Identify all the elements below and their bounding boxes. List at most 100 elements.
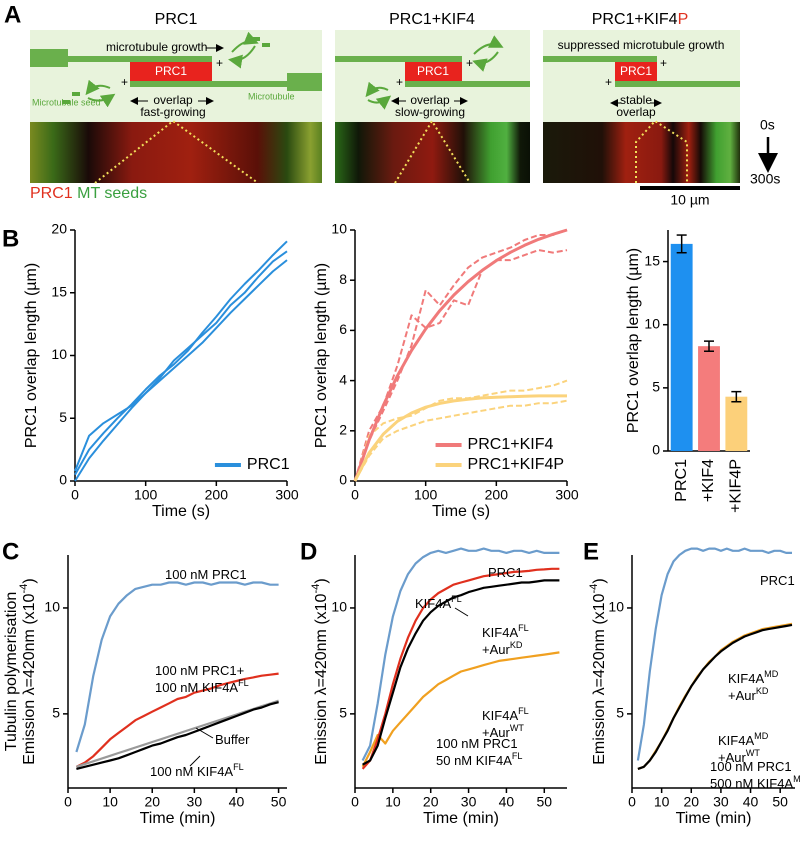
series-line <box>361 547 560 761</box>
superscript: MD <box>754 731 769 741</box>
y-axis-title: PRC1 overlap length (µm) <box>23 263 40 448</box>
microtubule <box>615 81 740 87</box>
prc1-box <box>130 62 212 81</box>
annotation: PRC1 <box>760 573 795 588</box>
mt-seed <box>30 49 68 67</box>
microtubule <box>335 56 462 62</box>
tubulin <box>252 37 260 41</box>
x-tick-label: 30 <box>461 794 477 810</box>
time-label: 300s <box>750 171 780 187</box>
y-tick-label: 5 <box>616 705 624 721</box>
y-tick-label: 0 <box>652 442 660 458</box>
bar <box>698 346 720 451</box>
tubulin <box>72 92 80 96</box>
text-part: PRC1 <box>488 565 523 580</box>
plus: + <box>121 75 128 89</box>
series-line <box>353 394 567 482</box>
x-tick-label: 100 <box>414 487 438 503</box>
legend-red: PRC1 <box>30 185 73 202</box>
exchange-arrow <box>87 93 116 108</box>
annotation: 50 nM KIF4AFL <box>436 751 523 768</box>
annotation: Buffer <box>215 732 250 747</box>
superscript: WT <box>510 723 525 733</box>
series-line <box>354 399 568 482</box>
text-part: Emission λ=420nm (x10 <box>591 593 608 764</box>
plus: + <box>466 56 473 70</box>
panel-a: PRC1 PRC1+KIF4 PRC1+KIF4P microtubule gr… <box>30 11 780 208</box>
y-tick-label: 5 <box>59 409 67 425</box>
y-tick-label: 15 <box>51 283 67 299</box>
y-tick-label: 10 <box>51 346 67 362</box>
panel-title: PRC1+KIF4P <box>592 11 688 28</box>
y-axis-title: PRC1 overlap length (µm) <box>625 248 642 433</box>
text-part: ) <box>21 578 38 583</box>
y-tick-label: 0 <box>59 472 67 488</box>
text-part: KIF4A <box>415 596 451 611</box>
bar <box>725 396 748 451</box>
annotation: PRC1 <box>488 565 523 580</box>
y-tick-label: 20 <box>51 221 67 237</box>
y-tick-label: 10 <box>608 599 624 615</box>
exchange-arrow <box>365 81 389 98</box>
microtubule <box>130 81 287 87</box>
text-part: KIF4A <box>728 671 764 686</box>
y-axis-title: Emission λ=420nm (x10-4) <box>18 578 38 764</box>
text-part: KIF4A <box>482 625 518 640</box>
superscript: -4 <box>588 584 600 594</box>
overlap-trace <box>635 119 688 183</box>
superscript: KD <box>510 640 523 650</box>
overlap-trace <box>394 119 471 184</box>
superscript: FL <box>233 762 244 772</box>
text-part: +Aur <box>718 750 746 765</box>
tubulin <box>62 100 70 104</box>
label: PRC1 <box>417 64 449 78</box>
series-line <box>354 379 568 482</box>
y-tick-label: 15 <box>644 252 660 268</box>
y-axis-title: PRC1 overlap length (µm) <box>313 263 330 448</box>
y-tick-label: 5 <box>52 705 60 721</box>
prc1-box <box>405 62 462 81</box>
kymograph <box>30 122 322 183</box>
annotation-leader <box>195 727 214 739</box>
series-line <box>74 240 288 476</box>
label: microtubule growth <box>106 40 207 54</box>
title-part: PRC1+KIF4 <box>389 11 475 28</box>
x-tick-label: 0 <box>64 794 72 810</box>
superscript: -4 <box>310 584 322 594</box>
annotation: +AurWT <box>482 723 524 740</box>
label: PRC1 <box>155 64 187 78</box>
text-part: 100 nM PRC1+ <box>155 663 244 678</box>
annotation: 100 nM KIF4AFL <box>150 762 244 779</box>
text-part: 100 nM PRC1 <box>436 736 518 751</box>
tubulin <box>262 43 270 47</box>
exchange-arrow <box>228 45 256 69</box>
y-tick-label: 5 <box>652 379 660 395</box>
y-tick-label: 6 <box>339 321 347 337</box>
annotation: +AurKD <box>728 686 769 703</box>
series-line <box>74 250 288 472</box>
bar <box>670 243 693 451</box>
x-tick-label: 20 <box>423 794 439 810</box>
prc1-box <box>615 62 657 81</box>
plus: + <box>660 56 667 70</box>
x-tick-label: 40 <box>499 794 515 810</box>
text-part: Tubulin polymerisation <box>3 592 20 751</box>
label: fast-growing <box>140 105 205 119</box>
text-part: ) <box>313 578 330 583</box>
y-tick-label: 10 <box>331 221 347 237</box>
x-axis-title: Time (min) <box>676 810 752 827</box>
series-line <box>75 672 279 768</box>
x-tick-label: 30 <box>713 794 729 810</box>
superscript: FL <box>238 678 249 688</box>
annotation: 100 nM PRC1 <box>710 759 792 774</box>
annotation: KIF4AMD <box>718 731 769 748</box>
superscript: KD <box>756 686 769 696</box>
y-tick-label: 8 <box>339 271 347 287</box>
x-tick-label: 20 <box>144 794 160 810</box>
x-tick-label: PRC1 <box>673 459 690 502</box>
legend-label: PRC1+KIF4 <box>468 436 554 453</box>
panel-label: C <box>2 538 19 565</box>
series-line <box>354 249 568 482</box>
text-part: 100 nM PRC1 <box>710 759 792 774</box>
series-line <box>74 259 288 482</box>
